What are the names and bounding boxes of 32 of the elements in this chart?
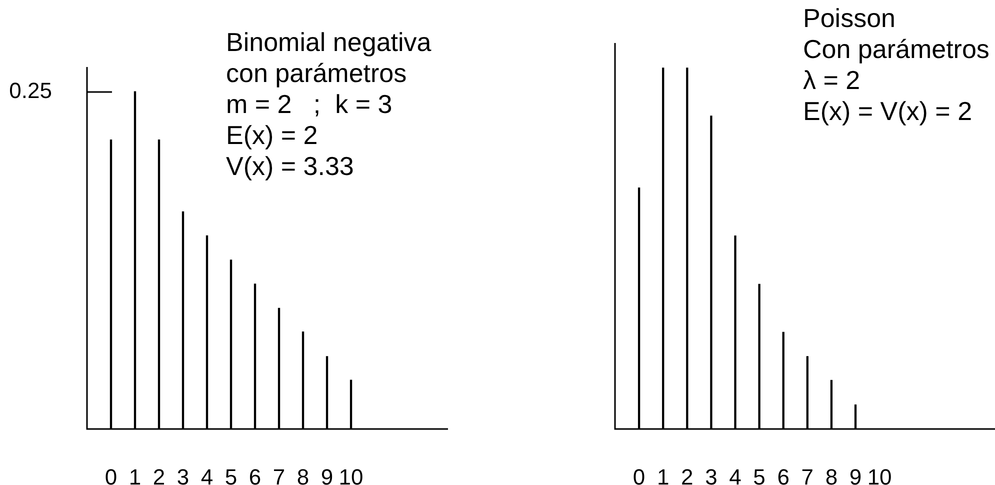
x-tick-label: 2 [681,464,694,485]
x-tick-label: 5 [753,464,766,485]
x-tick-label: 3 [705,464,718,485]
x-tick-label: 7 [801,464,814,485]
text: Con parámetros [803,34,990,64]
x-tick-label: 4 [200,464,214,485]
x-tick-label: 7 [272,464,286,485]
chart-title: Poisson [803,3,896,34]
x-tick-label: 3 [176,464,190,485]
x-tick-label: 0 [104,464,118,485]
x-tick-label: 8 [296,464,310,485]
x-tick-label: 1 [656,464,670,485]
x-tick-label: 6 [777,464,790,485]
annotation: V(x) = 3.33 [226,151,354,182]
x-tick-label: 9 [320,464,334,485]
x-tick-label: 5 [224,464,238,485]
annotation: E(x) = 2 [226,120,318,150]
annotation: E(x) = V(x) = 2 [803,96,972,126]
x-tick-label: 9 [849,464,862,485]
chart-title: Binomial negativa [226,27,432,58]
x-tick-label: 8 [825,464,838,485]
x-tick-label: 6 [248,464,262,485]
text: 0.25 [9,78,52,104]
annotation: m = 2 ; k = 3 [226,89,392,120]
x-tick-label: 2 [152,464,166,485]
x-tick-label: 1 [128,464,142,485]
text: con parámetros [226,58,407,88]
x-tick-label: 10 [338,464,364,485]
x-tick-label: 4 [729,464,742,485]
annotation: λ = 2 [803,65,860,96]
x-tick-label: 10 [867,464,892,485]
x-tick-label: 0 [632,464,646,485]
